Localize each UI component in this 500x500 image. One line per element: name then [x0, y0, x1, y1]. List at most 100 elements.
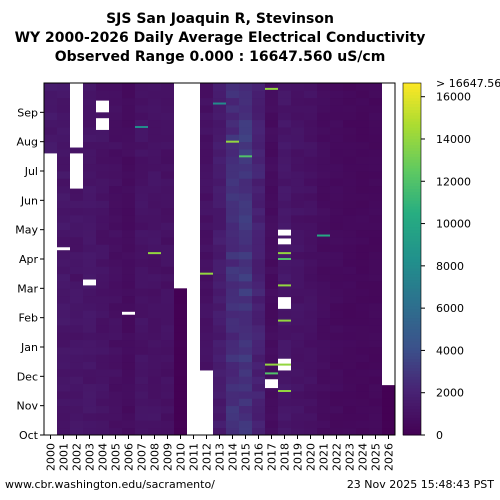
heatmap-cell-2018 [278, 325, 292, 333]
heatmap-cell-2007 [135, 420, 149, 429]
colorbar-segment [403, 329, 421, 333]
heatmap-cell-2015 [239, 273, 253, 282]
heatmap-cell-2002 [70, 244, 84, 253]
heatmap-cell-2007 [135, 361, 149, 370]
heatmap-cell-2025 [369, 83, 383, 91]
heatmap-cell-2025 [369, 141, 383, 150]
heatmap-cell-2008 [148, 303, 162, 311]
heatmap-cell-2003 [83, 127, 97, 135]
heatmap-cell-2020 [304, 420, 318, 429]
heatmap-cell-2021 [317, 178, 331, 187]
heatmap-cell-2010 [174, 369, 188, 377]
heatmap-cell-2022 [330, 171, 344, 179]
heatmap-cell-2010 [174, 325, 188, 333]
heatmap-cell-2013 [213, 97, 227, 106]
high-value-mark-2018 [278, 390, 291, 392]
heatmap-cell-2008 [148, 369, 162, 377]
y-tick-label-apr: Apr [19, 253, 39, 266]
colorbar-segment [403, 396, 421, 401]
heatmap-cell-2005 [109, 229, 123, 238]
heatmap-cell-2017 [265, 251, 279, 260]
heatmap-cell-2015 [239, 361, 253, 370]
heatmap-cell-2006 [122, 391, 136, 399]
heatmap-cell-2020 [304, 119, 318, 128]
heatmap-cell-2016 [252, 90, 266, 99]
colorbar-segment [403, 382, 421, 386]
heatmap-cell-2001 [57, 354, 71, 363]
heatmap-cell-2012 [200, 259, 214, 267]
high-value-mark-2018 [278, 258, 291, 260]
heatmap-cell-2009 [161, 303, 175, 311]
heatmap-cell-2003 [83, 178, 97, 187]
heatmap-cell-2008 [148, 156, 162, 165]
colorbar-segment [403, 135, 421, 140]
heatmap-cell-2025 [369, 134, 383, 143]
colorbar-segment [403, 112, 421, 116]
heatmap-cell-2007 [135, 281, 149, 289]
heatmap-cell-2022 [330, 405, 344, 414]
heatmap-cell-2015 [239, 427, 253, 436]
heatmap-cell-2005 [109, 90, 123, 99]
heatmap-cell-2016 [252, 119, 266, 128]
heatmap-cell-2022 [330, 105, 344, 113]
heatmap-cell-2013 [213, 420, 227, 429]
heatmap-cell-2014 [226, 105, 240, 113]
heatmap-cell-2007 [135, 112, 149, 121]
heatmap-cell-2007 [135, 134, 149, 143]
heatmap-cell-2002 [70, 310, 84, 319]
heatmap-cell-2014 [226, 369, 240, 377]
heatmap-cell-2017 [265, 215, 279, 223]
heatmap-cell-2013 [213, 332, 227, 341]
heatmap-cell-2001 [57, 317, 71, 326]
heatmap-cell-2020 [304, 391, 318, 399]
heatmap-cell-2020 [304, 244, 318, 253]
heatmap-cell-2009 [161, 339, 175, 348]
heatmap-cell-2001 [57, 119, 71, 128]
heatmap-cell-2001 [57, 112, 71, 121]
heatmap-cell-2023 [343, 207, 357, 216]
heatmap-cell-2019 [291, 310, 305, 319]
heatmap-cell-2022 [330, 215, 344, 223]
heatmap-cell-2003 [83, 361, 97, 370]
colorbar-segment [403, 267, 421, 272]
source-url[interactable]: www.cbr.washington.edu/sacramento/ [5, 478, 215, 491]
heatmap-cell-2003 [83, 383, 97, 392]
heatmap-cell-2025 [369, 420, 383, 429]
heatmap-cell-2017 [265, 237, 279, 245]
colorbar-segment [403, 279, 421, 283]
no-data-gap-2018 [278, 238, 291, 245]
heatmap-cell-2016 [252, 310, 266, 319]
heatmap-cell-2003 [83, 229, 97, 238]
heatmap-cell-2019 [291, 105, 305, 113]
colorbar-tick-label-8000: 8000 [436, 260, 464, 273]
x-tick-label-2003: 2003 [84, 443, 97, 471]
heatmap-cell-2013 [213, 310, 227, 319]
x-tick-label-2006: 2006 [123, 443, 136, 471]
heatmap-cell-2025 [369, 156, 383, 165]
heatmap-cell-2024 [356, 405, 370, 414]
heatmap-cell-2021 [317, 163, 331, 172]
heatmap-cell-2010 [174, 398, 188, 407]
heatmap-cell-2021 [317, 317, 331, 326]
heatmap-cell-2024 [356, 369, 370, 377]
heatmap-cell-2008 [148, 251, 162, 260]
heatmap-cell-2021 [317, 310, 331, 319]
colorbar-tick-label-12000: 12000 [436, 175, 471, 188]
heatmap-cell-2025 [369, 354, 383, 363]
heatmap-cell-2025 [369, 237, 383, 245]
heatmap-cell-2002 [70, 295, 84, 304]
heatmap-cell-2022 [330, 376, 344, 385]
heatmap-cell-2003 [83, 413, 97, 421]
heatmap-cell-2014 [226, 112, 240, 121]
heatmap-cell-2008 [148, 405, 162, 414]
colorbar-segment [403, 153, 421, 157]
heatmap-cell-2002 [70, 361, 84, 370]
heatmap-cell-2007 [135, 427, 149, 436]
heatmap-cell-2013 [213, 215, 227, 223]
heatmap-cell-2026 [382, 420, 396, 429]
heatmap-cell-2006 [122, 237, 136, 245]
heatmap-cell-2013 [213, 295, 227, 304]
heatmap-cell-2021 [317, 229, 331, 238]
high-value-mark-2015 [239, 155, 252, 158]
heatmap-cell-2021 [317, 339, 331, 348]
